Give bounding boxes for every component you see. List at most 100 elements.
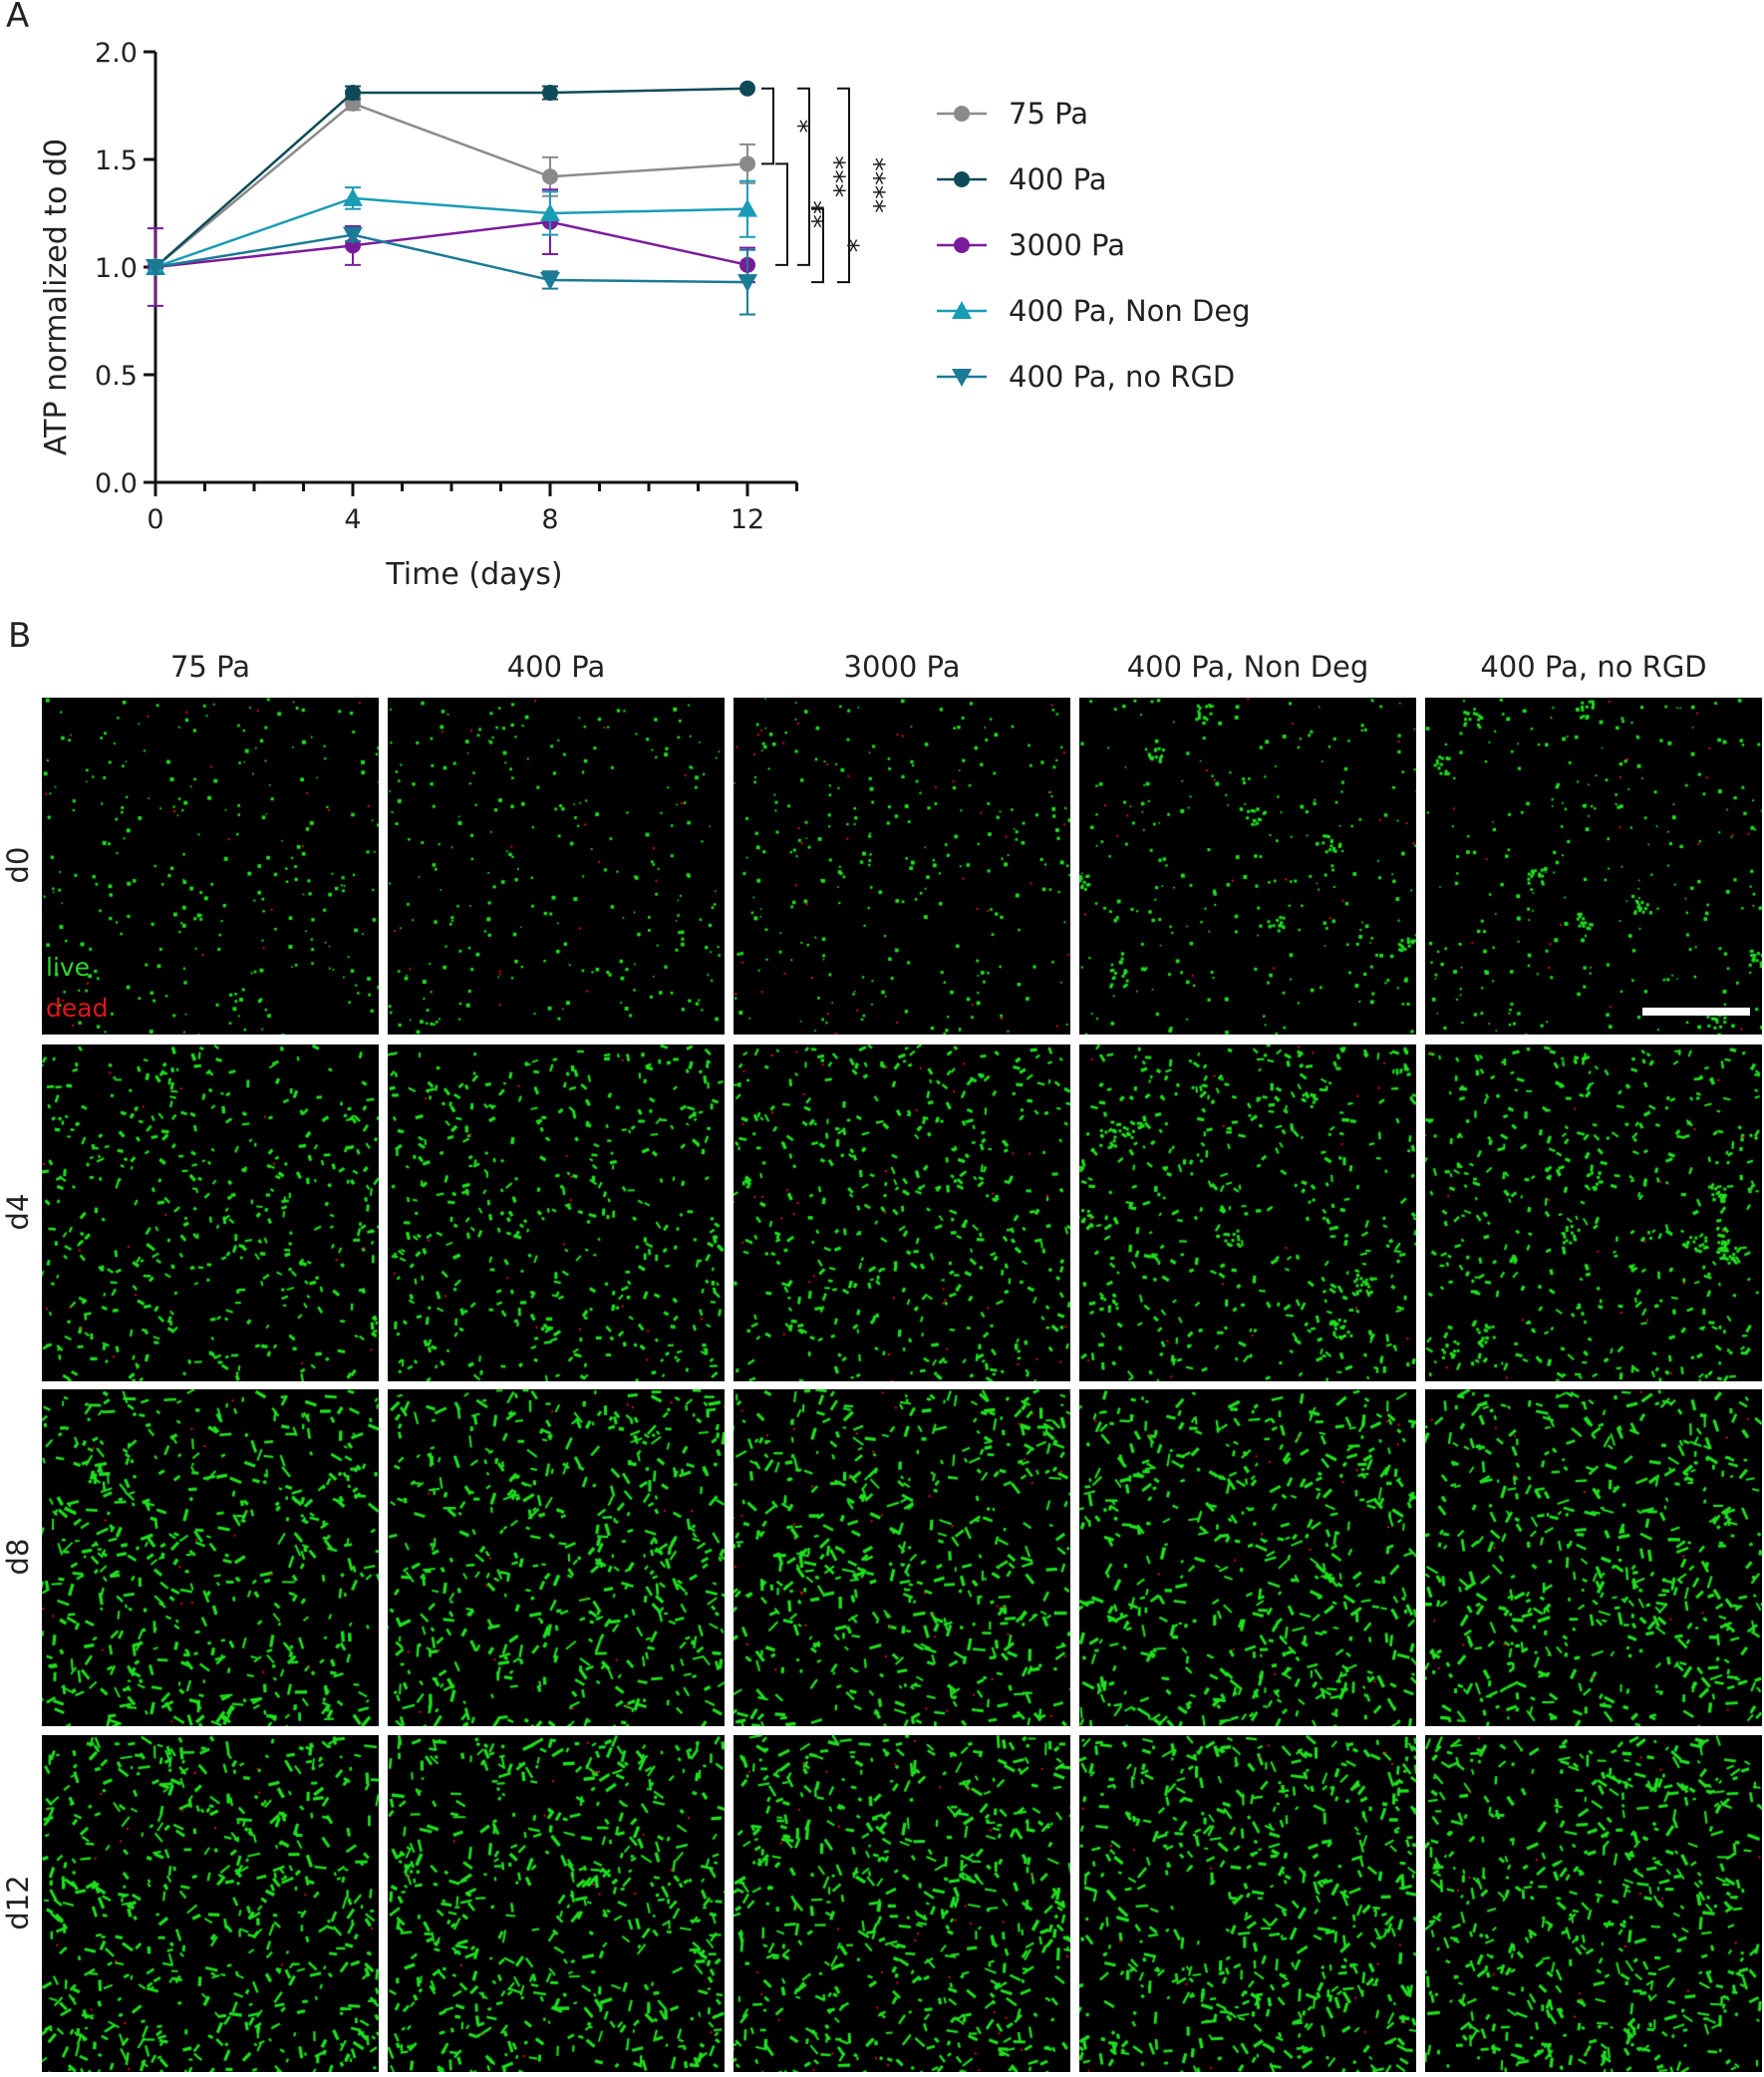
micrograph-image bbox=[42, 1735, 379, 2072]
data-point bbox=[343, 226, 363, 245]
legend-label: 400 Pa bbox=[1009, 162, 1107, 196]
micrograph-tile bbox=[1079, 1389, 1416, 1726]
micrograph-tile bbox=[388, 1735, 725, 2072]
legend-marker bbox=[952, 369, 972, 387]
micrograph-image bbox=[42, 698, 379, 1035]
y-axis-label: ATP normalized to d0 bbox=[39, 139, 74, 455]
significance-bracket bbox=[837, 87, 850, 284]
dead-legend-label: dead bbox=[46, 994, 109, 1023]
row-label: d0 bbox=[1, 846, 35, 884]
micrograph-tile bbox=[1425, 698, 1762, 1035]
column-header: 3000 Pa bbox=[843, 650, 961, 684]
micrograph-image bbox=[1079, 698, 1416, 1035]
micrograph-tile bbox=[1079, 1735, 1416, 2072]
panel-a-label: A bbox=[6, 0, 30, 36]
legend-marker bbox=[954, 237, 970, 253]
data-point bbox=[737, 198, 757, 217]
micrograph-tile bbox=[42, 1389, 379, 1726]
series-line bbox=[154, 102, 748, 268]
micrograph-image bbox=[42, 1044, 379, 1381]
x-tick-label: 4 bbox=[344, 504, 361, 535]
y-tick-label: 1.5 bbox=[95, 146, 138, 176]
y-tick-label: 0.5 bbox=[95, 361, 138, 392]
micrograph-image bbox=[1425, 1389, 1762, 1726]
micrograph-tile bbox=[1079, 698, 1416, 1035]
micrograph-tile bbox=[388, 698, 725, 1035]
micrograph-image bbox=[388, 1735, 725, 2072]
data-point bbox=[542, 168, 558, 185]
legend-entry: 400 Pa bbox=[937, 162, 1107, 196]
micrograph-tile bbox=[1425, 1044, 1762, 1381]
row-label: d12 bbox=[1, 1875, 35, 1930]
data-point bbox=[737, 274, 757, 293]
micrograph-tile bbox=[734, 1389, 1070, 1726]
micrograph-image bbox=[388, 698, 725, 1035]
significance-label: **** bbox=[858, 157, 891, 213]
micrograph-image bbox=[1425, 1044, 1762, 1381]
x-tick-label: 8 bbox=[541, 504, 558, 535]
x-tick-label: 0 bbox=[147, 504, 163, 535]
series-line bbox=[154, 220, 748, 269]
significance-label: ** bbox=[796, 200, 829, 228]
legend-marker bbox=[954, 106, 970, 122]
legend-marker bbox=[954, 171, 970, 187]
significance-label: *** bbox=[818, 155, 851, 197]
y-tick-label: 0.0 bbox=[95, 468, 138, 499]
significance-bracket bbox=[797, 87, 810, 266]
micrograph-tile bbox=[734, 1044, 1070, 1381]
micrograph-tile bbox=[388, 1389, 725, 1726]
data-point bbox=[146, 259, 165, 277]
row-label: d4 bbox=[1, 1193, 35, 1231]
data-point bbox=[739, 80, 755, 97]
y-tick-label: 2.0 bbox=[95, 38, 138, 69]
scale-bar bbox=[1642, 1008, 1750, 1016]
micrograph-image bbox=[1079, 1044, 1416, 1381]
series-line bbox=[154, 87, 748, 268]
live-legend-label: live bbox=[46, 953, 91, 982]
column-header: 400 Pa bbox=[506, 650, 606, 684]
column-header: 400 Pa, Non Deg bbox=[1126, 650, 1369, 684]
legend-label: 400 Pa, no RGD bbox=[1009, 360, 1235, 394]
data-point bbox=[345, 85, 361, 102]
micrograph-tile bbox=[1079, 1044, 1416, 1381]
legend-entry: 75 Pa bbox=[937, 97, 1088, 131]
row-label: d8 bbox=[1, 1538, 35, 1576]
micrograph-image bbox=[1425, 698, 1762, 1035]
micrograph-image bbox=[734, 1389, 1070, 1726]
significance-bracket bbox=[775, 162, 788, 266]
micrograph-image bbox=[734, 1044, 1070, 1381]
series-4 bbox=[146, 226, 757, 316]
y-tick-label: 1.0 bbox=[95, 253, 138, 284]
legend-marker bbox=[952, 301, 972, 319]
micrograph-tile bbox=[1425, 1389, 1762, 1726]
significance-label: * bbox=[782, 120, 815, 134]
x-axis-label: Time (days) bbox=[385, 557, 562, 592]
atp-line-chart: 0.0 0.5 1.0 1.5 2.0 0 4 8 12 Time (days) ATP norma… bbox=[39, 38, 1251, 592]
legend-label: 400 Pa, Non Deg bbox=[1009, 294, 1251, 328]
legend-entry: 3000 Pa bbox=[937, 228, 1125, 262]
significance-bracket bbox=[761, 87, 774, 165]
data-point bbox=[542, 85, 558, 102]
series-2 bbox=[147, 188, 755, 307]
data-point bbox=[343, 187, 363, 206]
series-line bbox=[154, 233, 748, 284]
micrograph-tile bbox=[42, 1735, 379, 2072]
significance-bracket bbox=[811, 207, 824, 284]
micrograph-image bbox=[1425, 1735, 1762, 2072]
legend-label: 75 Pa bbox=[1009, 97, 1088, 131]
micrograph-tile bbox=[734, 1735, 1070, 2072]
data-point bbox=[739, 155, 755, 172]
micrograph-image bbox=[388, 1389, 725, 1726]
data-point bbox=[540, 203, 560, 221]
micrograph-image bbox=[42, 1389, 379, 1726]
data-point bbox=[540, 271, 560, 290]
column-header: 400 Pa, no RGD bbox=[1480, 650, 1707, 684]
series-0 bbox=[147, 95, 755, 275]
micrograph-tile bbox=[42, 1044, 379, 1381]
micrograph-tile bbox=[42, 698, 379, 1035]
micrograph-tile bbox=[1425, 1735, 1762, 2072]
legend-entry: 400 Pa, Non Deg bbox=[937, 294, 1251, 328]
micrograph-image bbox=[388, 1044, 725, 1381]
legend-entry: 400 Pa, no RGD bbox=[937, 360, 1235, 394]
micrograph-image bbox=[734, 698, 1070, 1035]
